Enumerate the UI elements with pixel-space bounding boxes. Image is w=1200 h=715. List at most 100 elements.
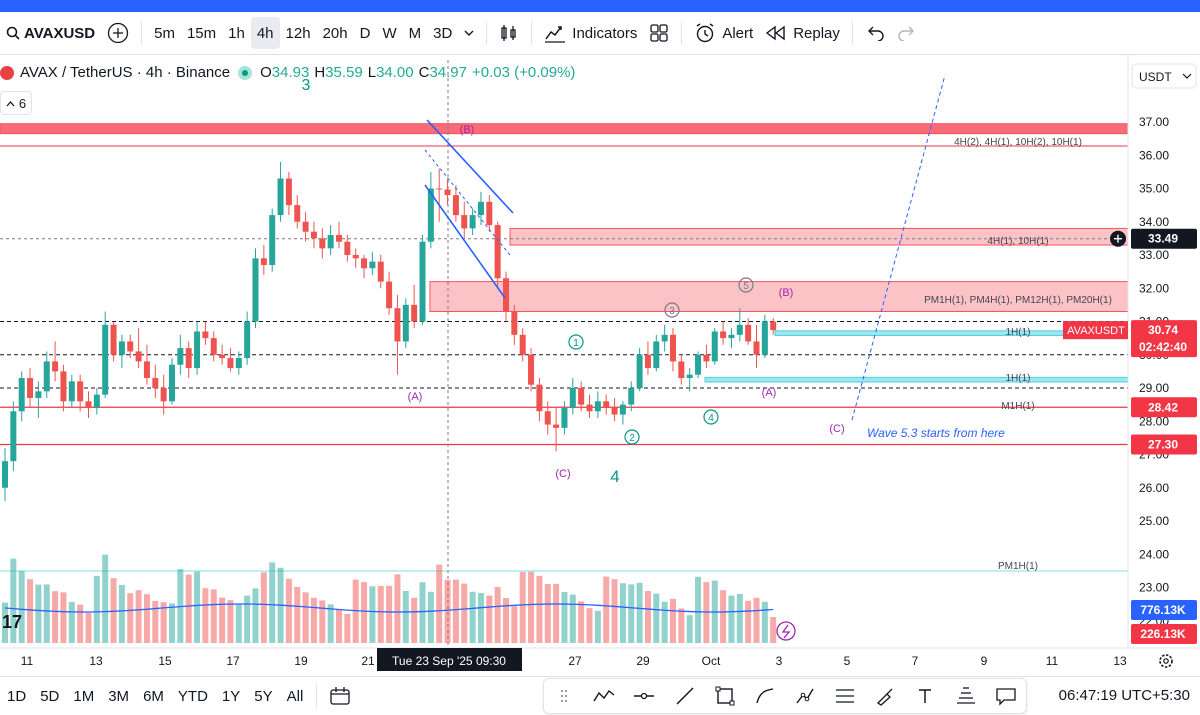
alert-button[interactable]: Alert [688, 17, 759, 49]
candle[interactable] [227, 348, 234, 372]
candle[interactable] [469, 208, 476, 236]
candle[interactable] [753, 324, 760, 369]
candle[interactable] [27, 368, 34, 408]
candle[interactable] [252, 248, 259, 329]
interval-4h[interactable]: 4h [250, 17, 280, 49]
pattern-tool-icon[interactable] [790, 681, 820, 711]
interval-20h[interactable]: 20h [322, 24, 348, 42]
candle[interactable] [720, 321, 727, 345]
candle[interactable] [118, 334, 125, 369]
candle[interactable] [177, 334, 184, 375]
candle[interactable] [386, 271, 393, 315]
comment-tool-icon[interactable] [991, 681, 1021, 711]
candle[interactable] [102, 311, 109, 398]
indicator-collapse-toggle[interactable]: 6 [0, 91, 32, 115]
candle[interactable] [369, 251, 376, 275]
candle[interactable] [85, 391, 92, 418]
candle[interactable] [394, 294, 401, 375]
replay-button[interactable]: Replay [759, 17, 846, 49]
candle[interactable] [127, 334, 134, 359]
candle[interactable] [703, 344, 710, 369]
range-6m[interactable]: 6M [143, 687, 164, 705]
candle[interactable] [402, 298, 409, 349]
candle[interactable] [294, 195, 301, 229]
candle[interactable] [352, 248, 359, 269]
candle[interactable] [711, 328, 718, 365]
symbol-search[interactable]: AVAXUSD [0, 17, 101, 49]
layouts-button[interactable] [643, 17, 675, 49]
candle[interactable] [344, 235, 351, 262]
candle[interactable] [260, 245, 267, 275]
candle[interactable] [461, 201, 468, 239]
range-5d[interactable]: 5D [40, 687, 60, 705]
fib-tool-icon[interactable] [830, 681, 860, 711]
candle[interactable] [536, 378, 543, 422]
interval-dropdown[interactable] [458, 17, 480, 49]
candle[interactable] [327, 225, 334, 255]
candle[interactable] [244, 311, 251, 365]
candle[interactable] [219, 344, 226, 365]
interval-w[interactable]: W [382, 24, 397, 42]
date-range-button[interactable] [323, 680, 357, 712]
indicators-button[interactable]: Indicators [538, 17, 643, 49]
candle[interactable] [636, 348, 643, 392]
interval-m[interactable]: M [408, 24, 422, 42]
candle[interactable] [302, 211, 309, 242]
range-1m[interactable]: 1M [73, 687, 95, 705]
curve-tool-icon[interactable] [750, 681, 780, 711]
candle[interactable] [18, 371, 25, 422]
interval-d[interactable]: D [359, 24, 371, 42]
candle[interactable] [93, 388, 100, 415]
price-chart[interactable]: 4H(2), 4H(1), 10H(2), 10H(1) 4H(1), 10H(1… [0, 55, 1200, 675]
event-marker-icon[interactable] [776, 621, 796, 641]
candle[interactable] [152, 364, 159, 398]
candle[interactable] [269, 208, 276, 272]
candle[interactable] [569, 378, 576, 415]
horizontal-line-tool-icon[interactable] [629, 681, 659, 711]
candle[interactable] [503, 271, 509, 322]
candle[interactable] [310, 221, 317, 249]
candle[interactable] [553, 407, 560, 452]
candle[interactable] [169, 358, 175, 405]
candle[interactable] [202, 321, 209, 345]
drag-handle-icon[interactable] [549, 681, 579, 711]
candle[interactable] [52, 341, 59, 382]
candle[interactable] [728, 328, 735, 349]
candle[interactable] [135, 328, 142, 369]
candle[interactable] [110, 321, 117, 362]
candle[interactable] [511, 304, 518, 345]
candle[interactable] [427, 171, 434, 249]
candle[interactable] [544, 401, 551, 435]
candle[interactable] [10, 401, 17, 472]
candle[interactable] [185, 341, 192, 379]
candle[interactable] [686, 368, 693, 392]
candle[interactable] [210, 331, 217, 362]
rectangle-tool-icon[interactable] [710, 681, 740, 711]
candle[interactable] [611, 397, 618, 422]
candle[interactable] [68, 374, 75, 408]
gear-icon[interactable] [1159, 654, 1173, 668]
candle[interactable] [77, 374, 84, 412]
candle[interactable] [60, 364, 67, 412]
candle[interactable] [603, 394, 610, 415]
candle[interactable] [519, 328, 526, 362]
candle[interactable] [419, 235, 426, 325]
range-3m[interactable]: 3M [108, 687, 130, 705]
candle[interactable] [285, 171, 292, 216]
interval-5m[interactable]: 5m [154, 24, 175, 42]
candle[interactable] [477, 191, 484, 226]
range-1d[interactable]: 1D [7, 687, 27, 705]
candle[interactable] [661, 324, 668, 352]
candle[interactable] [486, 195, 493, 232]
candle[interactable] [695, 351, 702, 379]
text-tool-icon[interactable] [910, 681, 940, 711]
candle[interactable] [452, 185, 459, 222]
range-1y[interactable]: 1Y [221, 687, 241, 705]
candle[interactable] [160, 374, 167, 415]
candle[interactable] [336, 221, 342, 249]
candle[interactable] [411, 284, 418, 329]
candle[interactable] [745, 318, 752, 345]
trend-line-tool-icon[interactable] [670, 681, 700, 711]
candle[interactable] [143, 344, 150, 385]
candle[interactable] [736, 308, 743, 342]
